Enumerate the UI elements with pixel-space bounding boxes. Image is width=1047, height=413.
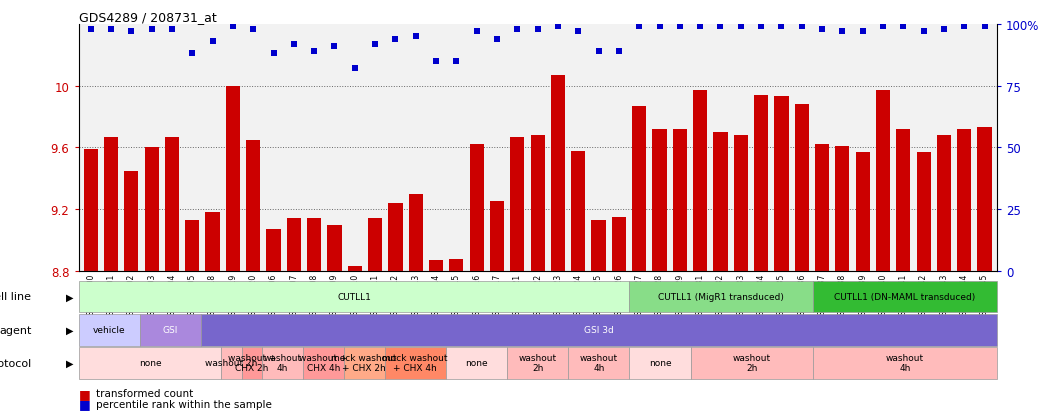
Bar: [957, 130, 972, 271]
Bar: [754, 96, 768, 271]
Text: transformed count: transformed count: [96, 388, 194, 398]
Bar: [876, 91, 890, 271]
Bar: [629, 347, 691, 379]
Text: washout
4h: washout 4h: [886, 354, 925, 372]
Bar: [937, 136, 951, 271]
Bar: [343, 347, 384, 379]
Bar: [125, 171, 138, 271]
Bar: [569, 347, 629, 379]
Text: washout
4h: washout 4h: [264, 354, 302, 372]
Text: protocol: protocol: [0, 358, 31, 368]
Text: GSI: GSI: [162, 325, 178, 334]
Bar: [795, 105, 809, 271]
Bar: [855, 153, 870, 271]
Bar: [201, 314, 997, 346]
Bar: [836, 147, 849, 271]
Text: washout
4h: washout 4h: [580, 354, 618, 372]
Bar: [84, 150, 97, 271]
Text: agent: agent: [0, 325, 31, 335]
Bar: [814, 347, 997, 379]
Bar: [348, 267, 362, 271]
Bar: [328, 225, 341, 271]
Bar: [673, 130, 687, 271]
Bar: [691, 347, 814, 379]
Text: ■: ■: [79, 397, 90, 411]
Text: none: none: [138, 358, 161, 367]
Bar: [226, 86, 240, 271]
Bar: [978, 128, 992, 271]
Bar: [449, 259, 464, 271]
Text: ▶: ▶: [66, 325, 73, 335]
Bar: [592, 221, 605, 271]
Bar: [287, 219, 300, 271]
Bar: [572, 151, 585, 271]
Bar: [144, 148, 159, 271]
Text: CUTLL1 (DN-MAML transduced): CUTLL1 (DN-MAML transduced): [834, 292, 976, 301]
Bar: [388, 204, 402, 271]
Bar: [367, 219, 382, 271]
Text: GSI 3d: GSI 3d: [584, 325, 614, 334]
Bar: [632, 107, 646, 271]
Bar: [384, 347, 446, 379]
Text: cell line: cell line: [0, 292, 31, 302]
Bar: [551, 76, 565, 271]
Bar: [446, 347, 507, 379]
Text: ■: ■: [79, 387, 90, 400]
Bar: [713, 133, 728, 271]
Bar: [507, 347, 569, 379]
Bar: [429, 261, 443, 271]
Text: washout +
CHX 2h: washout + CHX 2h: [227, 354, 276, 372]
Bar: [775, 97, 788, 271]
Bar: [814, 281, 997, 313]
Bar: [470, 145, 484, 271]
Text: CUTLL1: CUTLL1: [337, 292, 371, 301]
Text: CUTLL1 (MigR1 transduced): CUTLL1 (MigR1 transduced): [659, 292, 784, 301]
Bar: [164, 137, 179, 271]
Bar: [510, 137, 525, 271]
Bar: [408, 194, 423, 271]
Text: washout +
CHX 4h: washout + CHX 4h: [299, 354, 348, 372]
Bar: [266, 230, 281, 271]
Text: washout
2h: washout 2h: [518, 354, 557, 372]
Bar: [242, 347, 262, 379]
Bar: [79, 347, 221, 379]
Bar: [531, 136, 544, 271]
Bar: [79, 314, 139, 346]
Bar: [262, 347, 303, 379]
Text: ▶: ▶: [66, 292, 73, 302]
Bar: [185, 221, 199, 271]
Bar: [896, 130, 911, 271]
Text: none: none: [649, 358, 671, 367]
Bar: [652, 130, 667, 271]
Text: vehicle: vehicle: [93, 325, 126, 334]
Bar: [139, 314, 201, 346]
Text: none: none: [465, 358, 488, 367]
Bar: [629, 281, 814, 313]
Text: mock washout
+ CHX 2h: mock washout + CHX 2h: [332, 354, 397, 372]
Bar: [221, 347, 242, 379]
Bar: [303, 347, 343, 379]
Bar: [815, 145, 829, 271]
Bar: [104, 137, 118, 271]
Bar: [205, 213, 220, 271]
Bar: [693, 91, 708, 271]
Text: percentile rank within the sample: percentile rank within the sample: [96, 399, 272, 409]
Bar: [79, 281, 629, 313]
Bar: [490, 202, 504, 271]
Text: GDS4289 / 208731_at: GDS4289 / 208731_at: [79, 11, 217, 24]
Bar: [307, 219, 321, 271]
Bar: [916, 153, 931, 271]
Text: washout
2h: washout 2h: [733, 354, 771, 372]
Bar: [734, 136, 748, 271]
Text: washout 2h: washout 2h: [205, 358, 258, 367]
Text: mock washout
+ CHX 4h: mock washout + CHX 4h: [382, 354, 448, 372]
Bar: [246, 140, 261, 271]
Bar: [611, 217, 626, 271]
Text: ▶: ▶: [66, 358, 73, 368]
